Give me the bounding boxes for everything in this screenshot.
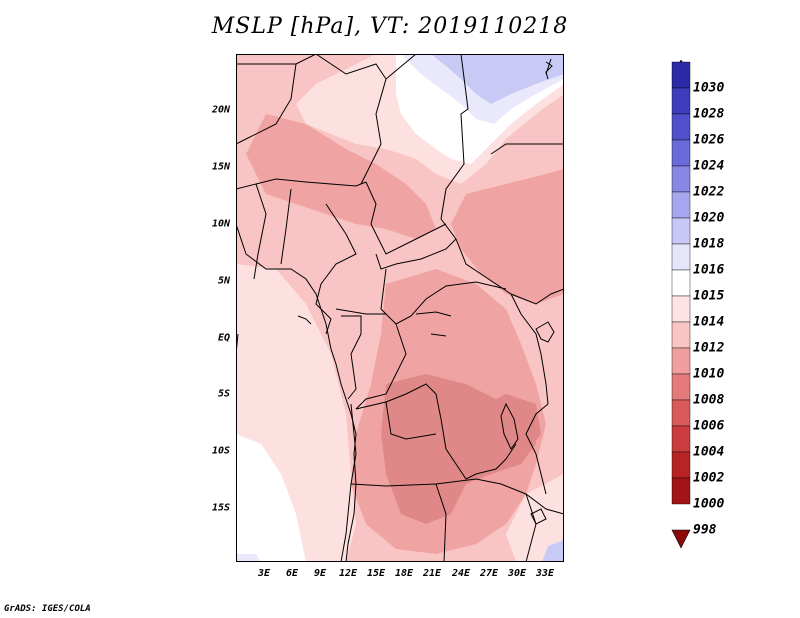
legend-block (671, 399, 691, 427)
legend-block (671, 347, 691, 375)
field-1008-east (451, 169, 564, 304)
lat-label-15n: 15N (211, 161, 230, 173)
footer-credit: GrADS: IGES/COLA (4, 604, 91, 614)
field-1016-southeast (542, 540, 564, 562)
legend-block (671, 373, 691, 401)
lat-label-15s: 15S (211, 502, 230, 514)
legend-label-1006: 1006 (693, 418, 725, 434)
legend-block (671, 165, 691, 193)
field-1016-north (431, 54, 564, 104)
lon-label-9e: 9E (313, 568, 327, 579)
field-1014-southwest (236, 434, 306, 562)
legend-label-1030: 1030 (693, 80, 725, 96)
field-1006-patch (476, 394, 541, 454)
legend-block (671, 243, 691, 271)
legend-label-1008: 1008 (693, 392, 725, 408)
field-1008-north (246, 114, 436, 239)
legend-colorbar (671, 60, 691, 549)
legend-block (671, 451, 691, 479)
lat-label-5s: 5S (217, 388, 230, 400)
lat-label-5n: 5N (217, 275, 230, 287)
pressure-map (235, 53, 565, 563)
lat-label-10s: 10S (211, 445, 230, 457)
legend-label-998: 998 (693, 522, 717, 538)
lon-label-3e: 3E (257, 568, 271, 579)
legend-block (671, 477, 691, 505)
chart-title: MSLP [hPa], VT: 2019110218 (211, 14, 569, 39)
legend-label-1024: 1024 (693, 158, 725, 174)
lon-label-15e: 15E (366, 568, 386, 579)
legend-block (671, 191, 691, 219)
legend-label-1015: 1015 (693, 288, 725, 304)
lat-label-eq: EQ (217, 332, 230, 344)
legend-block (671, 113, 691, 141)
legend-label-1002: 1002 (693, 470, 725, 486)
legend-label-1004: 1004 (693, 444, 725, 460)
legend-block (671, 87, 691, 115)
legend-label-1000: 1000 (693, 496, 725, 512)
legend-label-1012: 1012 (693, 340, 725, 356)
legend-label-1020: 1020 (693, 210, 725, 226)
legend-label-1018: 1018 (693, 236, 725, 252)
map-frame (236, 54, 564, 562)
legend-label-1016: 1016 (693, 262, 725, 278)
legend-arrow-bottom (671, 529, 691, 549)
lon-label-18e: 18E (394, 568, 414, 579)
lon-label-33e: 33E (535, 568, 555, 579)
legend-label-1010: 1010 (693, 366, 725, 382)
legend-block (671, 217, 691, 245)
lon-label-30e: 30E (507, 568, 527, 579)
lon-label-24e: 24E (451, 568, 471, 579)
lon-label-12e: 12E (338, 568, 358, 579)
lon-label-6e: 6E (285, 568, 299, 579)
country-borders (235, 53, 565, 563)
field-1012-southeast (506, 474, 564, 562)
legend-block (671, 61, 691, 89)
legend-label-1014: 1014 (693, 314, 725, 330)
lakes (415, 311, 555, 525)
lat-label-20n: 20N (211, 104, 230, 116)
legend-label-1028: 1028 (693, 106, 725, 122)
legend-block (671, 321, 691, 349)
legend-block (671, 139, 691, 167)
legend-block (671, 425, 691, 453)
legend-block (671, 295, 691, 323)
lon-label-27e: 27E (479, 568, 499, 579)
field-1015-corner (236, 554, 261, 562)
lon-label-21e: 21E (422, 568, 442, 579)
legend-block (671, 269, 691, 297)
map-panel (235, 53, 565, 563)
legend-label-1026: 1026 (693, 132, 725, 148)
lat-label-10n: 10N (211, 218, 230, 230)
legend-label-1022: 1022 (693, 184, 725, 200)
